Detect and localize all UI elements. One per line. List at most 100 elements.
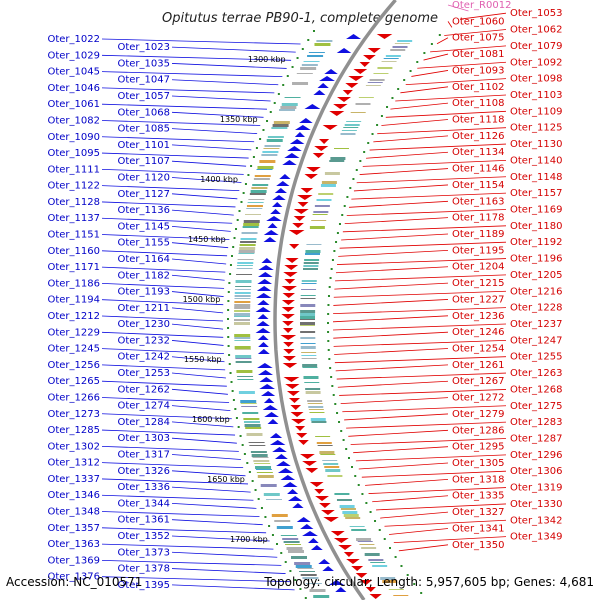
cog-feature-block (273, 121, 290, 124)
scale-tick (332, 394, 335, 396)
scale-tick (376, 124, 379, 126)
cog-feature-block (394, 43, 410, 44)
reverse-gene-arrow (293, 216, 306, 221)
scale-tick (336, 232, 339, 234)
right-connector-line (390, 102, 449, 110)
cog-feature-block (313, 595, 330, 598)
cog-feature-block (234, 289, 251, 290)
scale-tick (230, 381, 233, 383)
scale-tick (391, 97, 394, 99)
right-connector-line (444, 29, 507, 36)
right-gene-label: Oter_1263 (510, 368, 563, 379)
reverse-gene-arrow (348, 76, 364, 81)
reverse-gene-arrow (338, 545, 352, 550)
cog-feature-block (234, 346, 251, 349)
reverse-gene-arrow (297, 195, 313, 200)
right-connector-line (333, 339, 507, 347)
left-connector-line (101, 71, 283, 77)
cog-feature-block (234, 334, 251, 337)
forward-gene-arrow (259, 377, 274, 382)
cog-feature-block (301, 358, 317, 359)
forward-gene-arrow (310, 545, 323, 550)
left-gene-label: Oter_1194 (47, 295, 100, 306)
scale-tick (227, 345, 230, 347)
scale-tick (235, 417, 238, 419)
forward-gene-arrow (258, 342, 269, 347)
right-gene-label: Oter_1195 (452, 245, 505, 256)
cog-feature-block (317, 445, 333, 446)
right-gene-label: Oter_1236 (452, 311, 505, 322)
left-gene-label: Oter_1369 (47, 555, 100, 566)
right-connector-line (336, 372, 507, 380)
cog-feature-block (373, 73, 389, 74)
cog-feature-block (392, 46, 408, 48)
left-gene-label: Oter_1022 (47, 34, 100, 45)
right-gene-label: Oter_1279 (452, 409, 505, 420)
left-gene-label: Oter_1262 (117, 384, 170, 395)
left-connector-line (101, 413, 232, 420)
cog-feature-block (358, 97, 374, 98)
scale-tick (327, 322, 330, 324)
forward-gene-arrow (299, 118, 313, 123)
cog-feature-block (243, 223, 260, 226)
cog-feature-block (297, 568, 314, 569)
left-gene-label: Oter_1317 (117, 450, 170, 461)
right-gene-label: Oter_1118 (452, 115, 505, 126)
reverse-gene-arrow (282, 356, 296, 361)
right-connector-line (384, 519, 507, 527)
forward-gene-arrow (272, 447, 287, 452)
forward-gene-arrow (264, 412, 279, 417)
reverse-gene-arrow (289, 244, 300, 249)
cog-feature-block (368, 559, 384, 561)
cog-feature-block (369, 79, 385, 81)
right-connector-line (344, 217, 449, 225)
cog-feature-block (247, 202, 264, 203)
left-gene-label: Oter_1352 (117, 531, 170, 542)
scale-tick (361, 493, 364, 495)
cog-feature-block (236, 274, 253, 275)
left-connector-line (101, 364, 226, 371)
left-connector-line (101, 397, 230, 403)
gene-track-layer (227, 30, 441, 599)
reverse-gene-arrow (288, 230, 305, 235)
reverse-gene-arrow (304, 174, 318, 179)
left-gene-label: Oter_1274 (117, 401, 170, 412)
cog-feature-block (303, 268, 319, 270)
forward-gene-arrow (258, 272, 273, 277)
right-connector-line (381, 119, 449, 126)
reverse-gene-arrow (306, 167, 321, 172)
forward-gene-arrow (256, 321, 270, 326)
right-connector-line (376, 503, 507, 511)
scale-tick (328, 286, 331, 288)
left-gene-label: Oter_1376 (47, 572, 100, 583)
left-gene-label: Oter_1082 (47, 115, 100, 126)
cog-feature-block (367, 82, 383, 83)
forward-gene-arrow (294, 132, 306, 137)
connector-layer (101, 4, 507, 591)
left-gene-label: Oter_1182 (117, 270, 170, 281)
left-gene-label: Oter_1136 (117, 205, 170, 216)
forward-gene-arrow (266, 216, 282, 221)
right-gene-label: Oter_1227 (452, 294, 505, 305)
right-gene-label: Oter_1215 (452, 278, 505, 289)
cog-feature-block (309, 589, 326, 592)
cog-feature-block (240, 400, 257, 403)
cog-feature-block (323, 463, 339, 465)
scale-tick (386, 106, 389, 108)
cog-feature-block (254, 175, 271, 177)
forward-gene-arrow (287, 146, 302, 151)
cog-feature-block (308, 52, 325, 53)
cog-feature-block (240, 403, 257, 404)
reverse-gene-arrow (353, 69, 368, 74)
reverse-gene-arrow (288, 398, 301, 403)
scale-tick (335, 241, 338, 243)
cog-feature-block (308, 406, 324, 408)
left-gene-label: Oter_1029 (47, 50, 100, 61)
cog-feature-block (300, 325, 316, 326)
left-gene-label: Oter_1068 (117, 107, 170, 118)
forward-gene-arrow (258, 265, 274, 270)
reverse-gene-arrow (283, 342, 294, 347)
forward-gene-arrow (261, 258, 273, 263)
right-gene-label: Oter_1283 (510, 417, 563, 428)
